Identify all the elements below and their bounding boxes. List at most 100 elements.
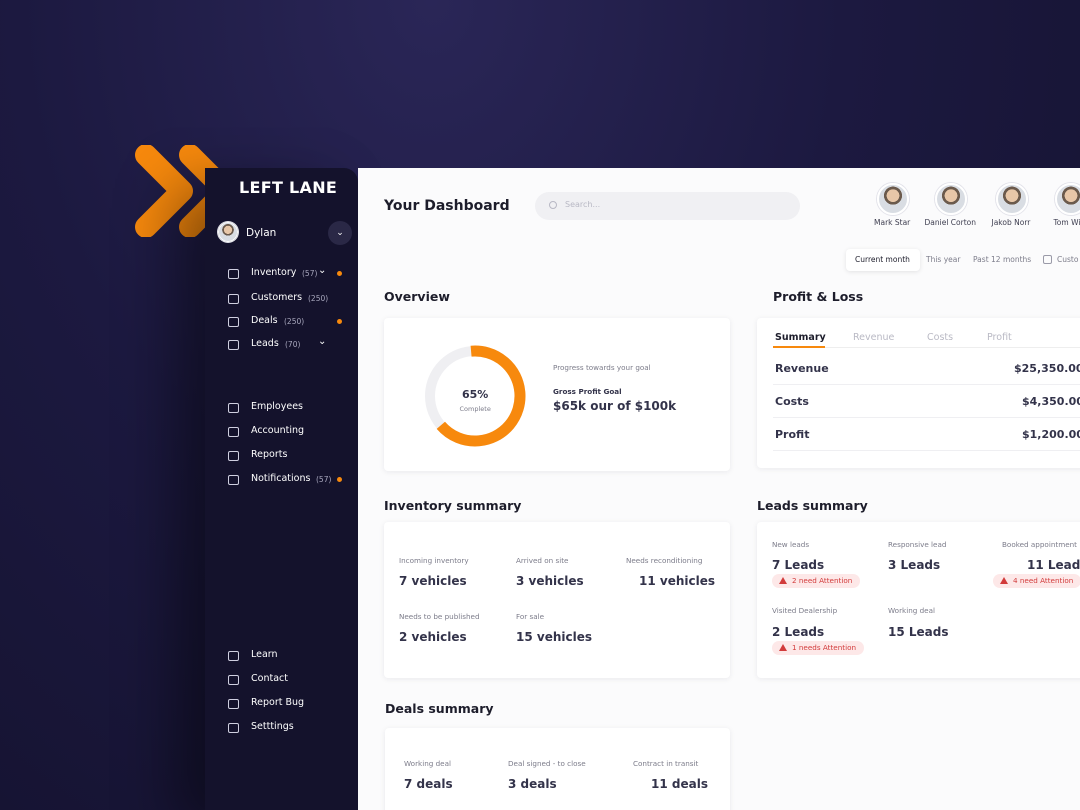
nav-label[interactable]: Employees [251,401,303,412]
pl-row-label: Costs [775,395,809,408]
nav-label[interactable]: Deals [251,315,278,326]
nav-alert-dot [337,319,342,324]
attention-badge: 4 need Attention [993,574,1080,588]
row-divider [773,450,1080,451]
pl-row-value: $1,200.00 [1022,428,1080,441]
metric-label: Needs to be published [399,612,480,621]
metric-label: Visited Dealership [772,606,838,615]
search-box[interactable] [535,192,800,220]
main-panel [358,168,1080,810]
metric-label: Needs reconditioning [626,556,703,565]
nav-label[interactable]: Contact [251,673,288,684]
nav-count: (70) [285,340,301,349]
metric-value: 2 vehicles [399,630,467,644]
nav-icon [228,427,239,437]
nav-icon [228,340,239,350]
nav-label[interactable]: Customers [251,292,303,303]
nav-count: (250) [308,294,329,303]
progress-caption: Complete [459,405,491,413]
metric-label: Contract in transit [633,759,699,768]
progress-label: 65% [462,388,489,401]
nav-icon [228,699,239,709]
metric-value: 7 deals [404,777,453,791]
pl-row-label: Profit [775,428,810,441]
search-placeholder: Search... [565,200,601,209]
nav-label[interactable]: Inventory [251,267,297,278]
progress-arc [424,345,526,447]
metric-label: For sale [516,612,545,621]
calendar-icon [1043,255,1052,264]
section-title: Deals summary [385,701,494,716]
metric-value: 7 Leads [772,558,825,572]
section-title: Inventory summary [384,498,522,513]
metric-label: Working deal [888,606,935,615]
nav-icon [228,475,239,485]
pl-tab[interactable]: Costs [927,332,954,343]
nav-label[interactable]: Notifications [251,473,311,484]
pl-row-label: Revenue [775,362,829,375]
pl-row-value: $4,350.00 [1022,395,1080,408]
profit-loss-card [757,318,1080,468]
nav-icon [228,317,239,327]
pl-tab[interactable]: Profit [987,332,1012,343]
metric-value: 11 vehicles [639,574,716,588]
metric-value: 11 Leads [1027,558,1080,572]
metric-label: New leads [772,540,810,549]
period-option[interactable]: Custo [1057,255,1079,264]
nav-icon [228,269,239,279]
pl-tab[interactable]: Summary [775,332,826,343]
tabs-divider [773,347,1080,348]
team-name: Daniel Corton [924,218,976,227]
nav-alert-dot [337,477,342,482]
team-avatar[interactable] [935,183,967,215]
sidebar [205,168,358,810]
goal-caption: Progress towards your goal [553,363,651,372]
team-name: Mark Star [874,218,911,227]
summary-card [384,522,730,678]
team-name: Tom Willi [1053,218,1080,227]
user-menu-button[interactable]: ⌄ [328,221,352,245]
metric-value: 11 deals [651,777,708,791]
row-divider [773,417,1080,418]
nav-label[interactable]: Learn [251,649,278,660]
nav-chevron[interactable]: ⌄ [318,336,327,347]
metric-value: 15 Leads [888,625,949,639]
nav-icon [228,651,239,661]
nav-count: (250) [284,317,305,326]
attention-badge: 2 need Attention [772,574,861,588]
team-avatar[interactable] [996,183,1028,215]
nav-label[interactable]: Leads [251,338,279,349]
metric-value: 3 deals [508,777,557,791]
metric-value: 3 Leads [888,558,941,572]
period-option[interactable]: Past 12 months [973,255,1032,264]
active-tab-underline [773,346,825,348]
metric-value: 3 vehicles [516,574,584,588]
nav-label[interactable]: Accounting [251,425,305,436]
pl-row-value: $25,350.00 [1014,362,1080,375]
nav-icon [228,451,239,461]
nav-icon [228,675,239,685]
team-avatar[interactable] [1055,183,1080,215]
user-name[interactable]: Dylan [246,227,277,239]
nav-chevron[interactable]: ⌄ [318,265,327,276]
nav-label[interactable]: Setttings [251,721,294,732]
period-option[interactable]: This year [926,255,961,264]
metric-label: Arrived on site [516,556,569,565]
nav-label[interactable]: Report Bug [251,697,305,708]
attention-badge: 1 needs Attention [772,641,865,655]
metric-label: Booked appointment [1002,540,1077,549]
metric-label: Working deal [404,759,451,768]
team-name: Jakob Norr [991,218,1031,227]
progress-ring [424,345,526,447]
section-title: Overview [384,289,450,304]
nav-label[interactable]: Reports [251,449,288,460]
row-divider [773,384,1080,385]
pl-tab[interactable]: Revenue [853,332,895,343]
period-option[interactable]: Current month [855,255,910,264]
metric-value: 15 vehicles [516,630,593,644]
team-avatar[interactable] [877,183,909,215]
metric-value: 7 vehicles [399,574,467,588]
overview-card [384,318,730,471]
metric-label: Incoming inventory [399,556,469,565]
